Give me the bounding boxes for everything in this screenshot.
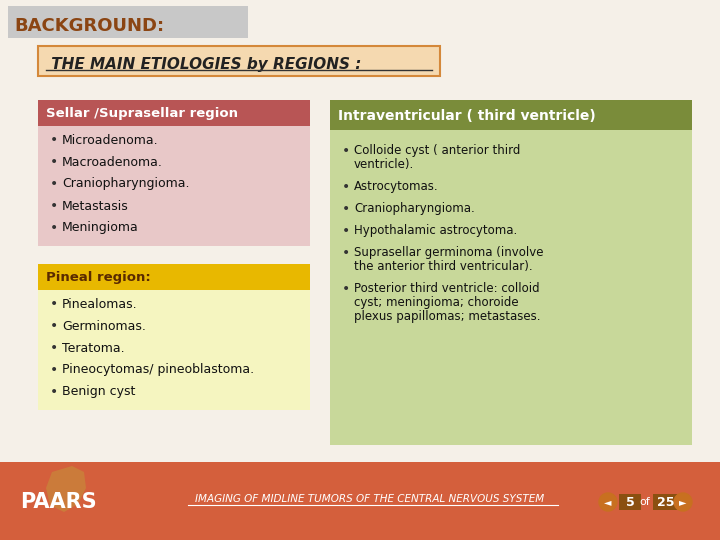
FancyBboxPatch shape (330, 130, 692, 445)
Text: ►: ► (679, 497, 687, 507)
Text: •: • (50, 199, 58, 213)
Text: Pineal region:: Pineal region: (46, 271, 150, 284)
Text: Sellar /Suprasellar region: Sellar /Suprasellar region (46, 106, 238, 119)
Text: the anterior third ventricular).: the anterior third ventricular). (354, 260, 533, 273)
Text: •: • (50, 133, 58, 147)
FancyBboxPatch shape (38, 264, 310, 290)
Text: •: • (50, 363, 58, 377)
Text: cyst; meningioma; choroide: cyst; meningioma; choroide (354, 296, 518, 309)
Text: ◄: ◄ (604, 497, 612, 507)
Text: THE MAIN ETIOLOGIES by REGIONS :: THE MAIN ETIOLOGIES by REGIONS : (46, 57, 361, 71)
FancyBboxPatch shape (38, 46, 440, 76)
FancyBboxPatch shape (38, 100, 310, 126)
Text: •: • (342, 282, 350, 296)
FancyBboxPatch shape (330, 100, 692, 130)
Text: of: of (639, 497, 650, 507)
Text: Meningioma: Meningioma (62, 221, 139, 234)
Text: Craniopharyngioma.: Craniopharyngioma. (354, 202, 474, 215)
Text: Hypothalamic astrocytoma.: Hypothalamic astrocytoma. (354, 224, 517, 237)
Text: Germinomas.: Germinomas. (62, 320, 146, 333)
Text: Astrocytomas.: Astrocytomas. (354, 180, 438, 193)
FancyBboxPatch shape (38, 290, 310, 410)
Text: •: • (50, 297, 58, 311)
Text: Benign cyst: Benign cyst (62, 386, 135, 399)
Text: ventricle).: ventricle). (354, 158, 414, 171)
Text: BACKGROUND:: BACKGROUND: (14, 17, 164, 35)
Text: Pineocytomas/ pineoblastoma.: Pineocytomas/ pineoblastoma. (62, 363, 254, 376)
FancyBboxPatch shape (8, 6, 248, 38)
Text: •: • (50, 177, 58, 191)
Text: Intraventricular ( third ventricle): Intraventricular ( third ventricle) (338, 109, 595, 123)
FancyBboxPatch shape (619, 494, 641, 510)
Text: Suprasellar germinoma (involve: Suprasellar germinoma (involve (354, 246, 544, 259)
Text: Colloide cyst ( anterior third: Colloide cyst ( anterior third (354, 144, 521, 157)
Text: Pinealomas.: Pinealomas. (62, 298, 138, 310)
Text: Posterior third ventricle: colloid: Posterior third ventricle: colloid (354, 282, 539, 295)
Text: 5: 5 (626, 496, 634, 509)
Circle shape (674, 493, 692, 511)
Circle shape (599, 493, 617, 511)
Text: plexus papillomas; metastases.: plexus papillomas; metastases. (354, 310, 541, 323)
Text: •: • (50, 319, 58, 333)
Text: •: • (342, 224, 350, 238)
Text: Microadenoma.: Microadenoma. (62, 133, 158, 146)
FancyBboxPatch shape (0, 462, 720, 540)
Text: •: • (342, 144, 350, 158)
FancyBboxPatch shape (38, 126, 310, 246)
Text: •: • (50, 221, 58, 235)
Text: •: • (50, 155, 58, 169)
Text: Teratoma.: Teratoma. (62, 341, 125, 354)
FancyBboxPatch shape (653, 494, 679, 510)
Text: •: • (342, 180, 350, 194)
Text: PAARS: PAARS (20, 492, 96, 512)
Text: IMAGING OF MIDLINE TUMORS OF THE CENTRAL NERVOUS SYSTEM: IMAGING OF MIDLINE TUMORS OF THE CENTRAL… (195, 494, 544, 504)
Text: •: • (342, 202, 350, 216)
Text: 25: 25 (657, 496, 675, 509)
Polygon shape (46, 466, 86, 512)
Text: •: • (50, 385, 58, 399)
Text: Metastasis: Metastasis (62, 199, 129, 213)
Text: •: • (50, 341, 58, 355)
Text: •: • (342, 246, 350, 260)
Text: Macroadenoma.: Macroadenoma. (62, 156, 163, 168)
Text: Craniopharyngioma.: Craniopharyngioma. (62, 178, 189, 191)
